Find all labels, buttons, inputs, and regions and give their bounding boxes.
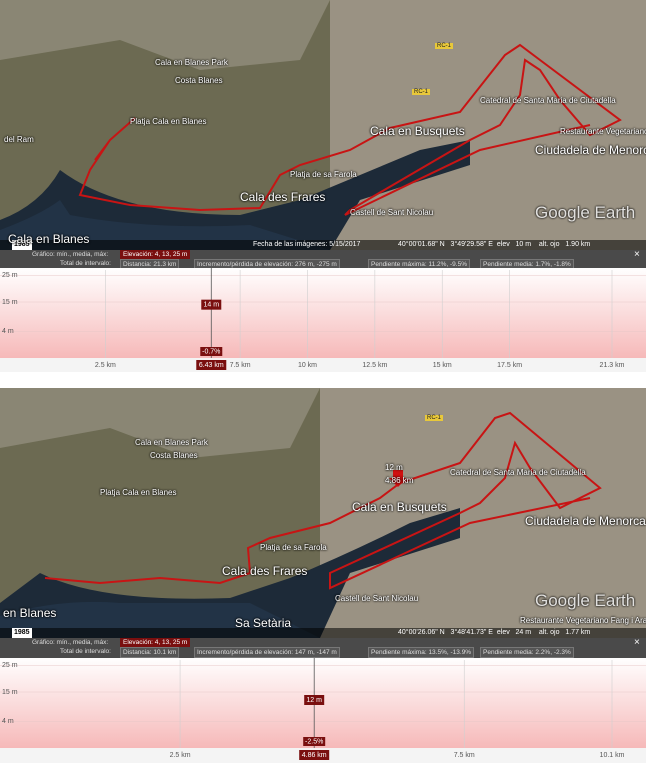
x-tick-label: 10 km <box>298 362 317 369</box>
graph-label: Gráfico: mín., media, máx: <box>32 251 109 258</box>
map-label: Platja Cala en Blanes <box>130 117 207 126</box>
map-label: del Ram <box>4 135 34 144</box>
map-label: 12 m <box>385 463 403 472</box>
close-button[interactable]: × <box>634 637 640 648</box>
road-label: RC-1 <box>412 89 431 95</box>
year-badge: 1985 <box>12 240 32 250</box>
x-tick-label: 7.5 km <box>454 752 475 759</box>
map-label: Platja de sa Farola <box>290 170 357 179</box>
elevation-summary: Elevación: 4, 13, 25 m <box>120 250 191 259</box>
range-label: Total de intervalo: <box>60 648 111 655</box>
logo: Google Earth <box>535 591 636 610</box>
map-label: Sa Setària <box>235 616 292 630</box>
map-status-bar: 1985 Fecha de las imágenes: 5/15/2017 40°0… <box>0 240 646 250</box>
cursor-elevation-box <box>304 695 325 705</box>
x-tick-label: 2.5 km <box>170 752 191 759</box>
x-tick-label: 21.3 km <box>600 362 625 369</box>
y-tick-label: 15 m <box>2 299 18 306</box>
close-button[interactable]: × <box>634 249 640 260</box>
cursor-elevation-box <box>201 299 222 310</box>
cursor-distance: 6.43 km <box>199 362 224 369</box>
imagery-date: Fecha de las imágenes: 5/15/2017 <box>253 241 361 248</box>
distance: Distancia: 10.1 km <box>120 647 180 658</box>
cursor-distance: 4.86 km <box>302 752 327 759</box>
map-imagery <box>0 0 646 250</box>
logo: Google Earth <box>535 203 636 222</box>
coordinates: 40°00'01.68" N 3°49'29.58" E elev 10 m a… <box>398 241 591 248</box>
map-label: Platja Cala en Blanes <box>100 488 177 497</box>
cursor-slope-box <box>303 737 326 746</box>
map-label: 4.86 km <box>385 476 414 485</box>
map-label: Cala des Frares <box>240 190 326 204</box>
map-label: Cala des Frares <box>222 564 308 578</box>
map-label: Ciudadela de Menorca <box>535 143 646 157</box>
y-tick-label: 4 m <box>2 328 14 335</box>
y-tick-label: 25 m <box>2 272 18 279</box>
road-label: RC-1 <box>435 43 454 49</box>
y-tick-label: 25 m <box>2 662 18 669</box>
max-slope: Pendiente máxima: 13.5%, -13.9% <box>368 647 475 658</box>
cursor-elevation: 12 m <box>306 697 322 704</box>
map-label: Cala en Blanes <box>8 232 90 246</box>
cursor-slope: -2.5% <box>305 738 323 745</box>
stats-panel: Gráfico: mín., media, máx: Elevación: 4, … <box>0 249 646 270</box>
map-label: Cala en Busquets <box>352 500 447 514</box>
avg-slope: Pendiente media: 2.2%, -2.3% <box>480 647 574 658</box>
cursor-slope: -0.7% <box>202 348 220 355</box>
map-label: Cala en Blanes Park <box>155 58 228 67</box>
year-badge: 1985 <box>12 628 32 638</box>
map-label: Cala en Blanes Park <box>135 438 208 447</box>
map-label: Costa Blanes <box>175 76 223 85</box>
axis-band <box>0 358 646 372</box>
map-status-bar: 1985 40°00'26.06" N 3°48'41.73" E elev 24… <box>0 628 646 638</box>
x-tick-label: 15 km <box>433 362 452 369</box>
map-label: Restaurante Vegetariano Fang i Aram <box>520 616 646 625</box>
cursor-slope-box <box>200 347 223 356</box>
map-label: en Blanes <box>3 606 57 620</box>
map-view[interactable]: 1985 Fecha de las imágenes: 5/15/2017 40°0… <box>0 0 646 250</box>
map-label: Restaurante Vegetariano <box>560 127 646 136</box>
elevation-summary: Elevación: 4, 13, 25 m <box>120 638 191 647</box>
x-tick-label: 7.5 km <box>230 362 251 369</box>
map-label: Catedral de Santa Maria de Ciutadella <box>480 96 616 105</box>
map-label: Platja de sa Farola <box>260 543 327 552</box>
x-tick-label: 17.5 km <box>497 362 522 369</box>
map-label: Catedral de Santa Maria de Ciutadella <box>450 468 586 477</box>
graph-label: Gráfico: mín., media, máx: <box>32 639 109 646</box>
map-label: Castell de Sant Nicolau <box>335 594 419 603</box>
x-tick-label: 12.5 km <box>362 362 387 369</box>
x-tick-label: 10.1 km <box>600 752 625 759</box>
y-tick-label: 4 m <box>2 718 14 725</box>
gain-loss: Incremento/pérdida de elevación: 147 m, … <box>194 647 340 658</box>
map-imagery <box>0 388 646 638</box>
map-view[interactable]: 1985 40°00'26.06" N 3°48'41.73" E elev 24… <box>0 388 646 638</box>
map-label: Ciudadela de Menorca <box>525 514 646 528</box>
cursor-elevation: 14 m <box>203 302 219 309</box>
cursor-distance-box <box>299 750 330 760</box>
plot-background <box>0 268 646 358</box>
map-label: Castell de Sant Nicolau <box>350 208 434 217</box>
stats-panel: Gráfico: mín., media, máx: Elevación: 4, … <box>0 638 646 658</box>
y-tick-label: 15 m <box>2 689 18 696</box>
elevation-profile: 25 m 15 m 4 m 2.5 km 7.5 km 10 km 12.5 km 15 km… <box>0 268 646 372</box>
coordinates: 40°00'26.06" N 3°48'41.73" E elev 24 m a… <box>398 629 591 636</box>
elevation-profile: 25 m 15 m 4 m 2.5 km 7.5 km 10.1 km 12 m -2.5% 4… <box>0 658 646 763</box>
road-label: RC-1 <box>425 415 444 421</box>
x-tick-label: 2.5 km <box>95 362 116 369</box>
range-label: Total de intervalo: <box>60 260 111 267</box>
cursor-distance-box <box>196 360 227 370</box>
map-label: Costa Blanes <box>150 451 198 460</box>
map-label: Cala en Busquets <box>370 124 465 138</box>
